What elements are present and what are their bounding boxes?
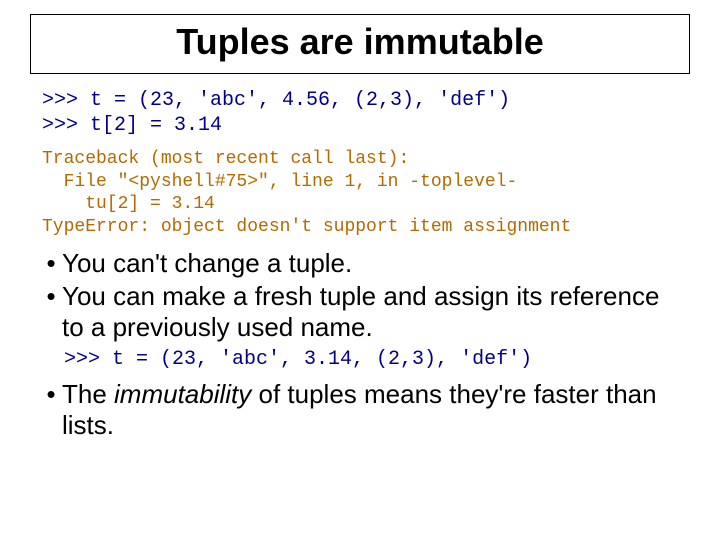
bullet-item-1: • You can't change a tuple. [40,248,680,279]
traceback-block: Traceback (most recent call last): File … [42,148,678,238]
bullet-dot-icon: • [40,379,62,410]
code-line: >>> t = (23, 'abc', 3.14, (2,3), 'def') [64,348,532,371]
traceback-line: TypeError: object doesn't support item a… [42,217,571,237]
bullet-text: The immutability of tuples means they're… [62,379,680,441]
bullet-list: • You can't change a tuple. • You can ma… [40,248,680,344]
traceback-line: Traceback (most recent call last): [42,149,409,169]
bullet-dot-icon: • [40,281,62,312]
traceback-line: File "<pyshell#75>", line 1, in -topleve… [42,172,517,192]
bullet-dot-icon: • [40,248,62,279]
bullet-span: The [62,379,114,409]
slide: Tuples are immutable >>> t = (23, 'abc',… [0,14,720,540]
bullet-item-3: • The immutability of tuples means they'… [40,379,680,441]
code-line: >>> t[2] = 3.14 [42,114,222,137]
bullet-list-2: • The immutability of tuples means they'… [40,379,680,441]
bullet-item-2: • You can make a fresh tuple and assign … [40,281,680,343]
title-band: Tuples are immutable [30,14,690,74]
bullet-text: You can't change a tuple. [62,248,680,279]
code-block-2: >>> t = (23, 'abc', 3.14, (2,3), 'def') [64,348,678,371]
code-block-1: >>> t = (23, 'abc', 4.56, (2,3), 'def') … [42,88,678,138]
page-title: Tuples are immutable [31,21,689,63]
traceback-line: tu[2] = 3.14 [42,194,215,214]
bullet-em: immutability [114,379,251,409]
bullet-text: You can make a fresh tuple and assign it… [62,281,680,343]
code-line: >>> t = (23, 'abc', 4.56, (2,3), 'def') [42,89,510,112]
